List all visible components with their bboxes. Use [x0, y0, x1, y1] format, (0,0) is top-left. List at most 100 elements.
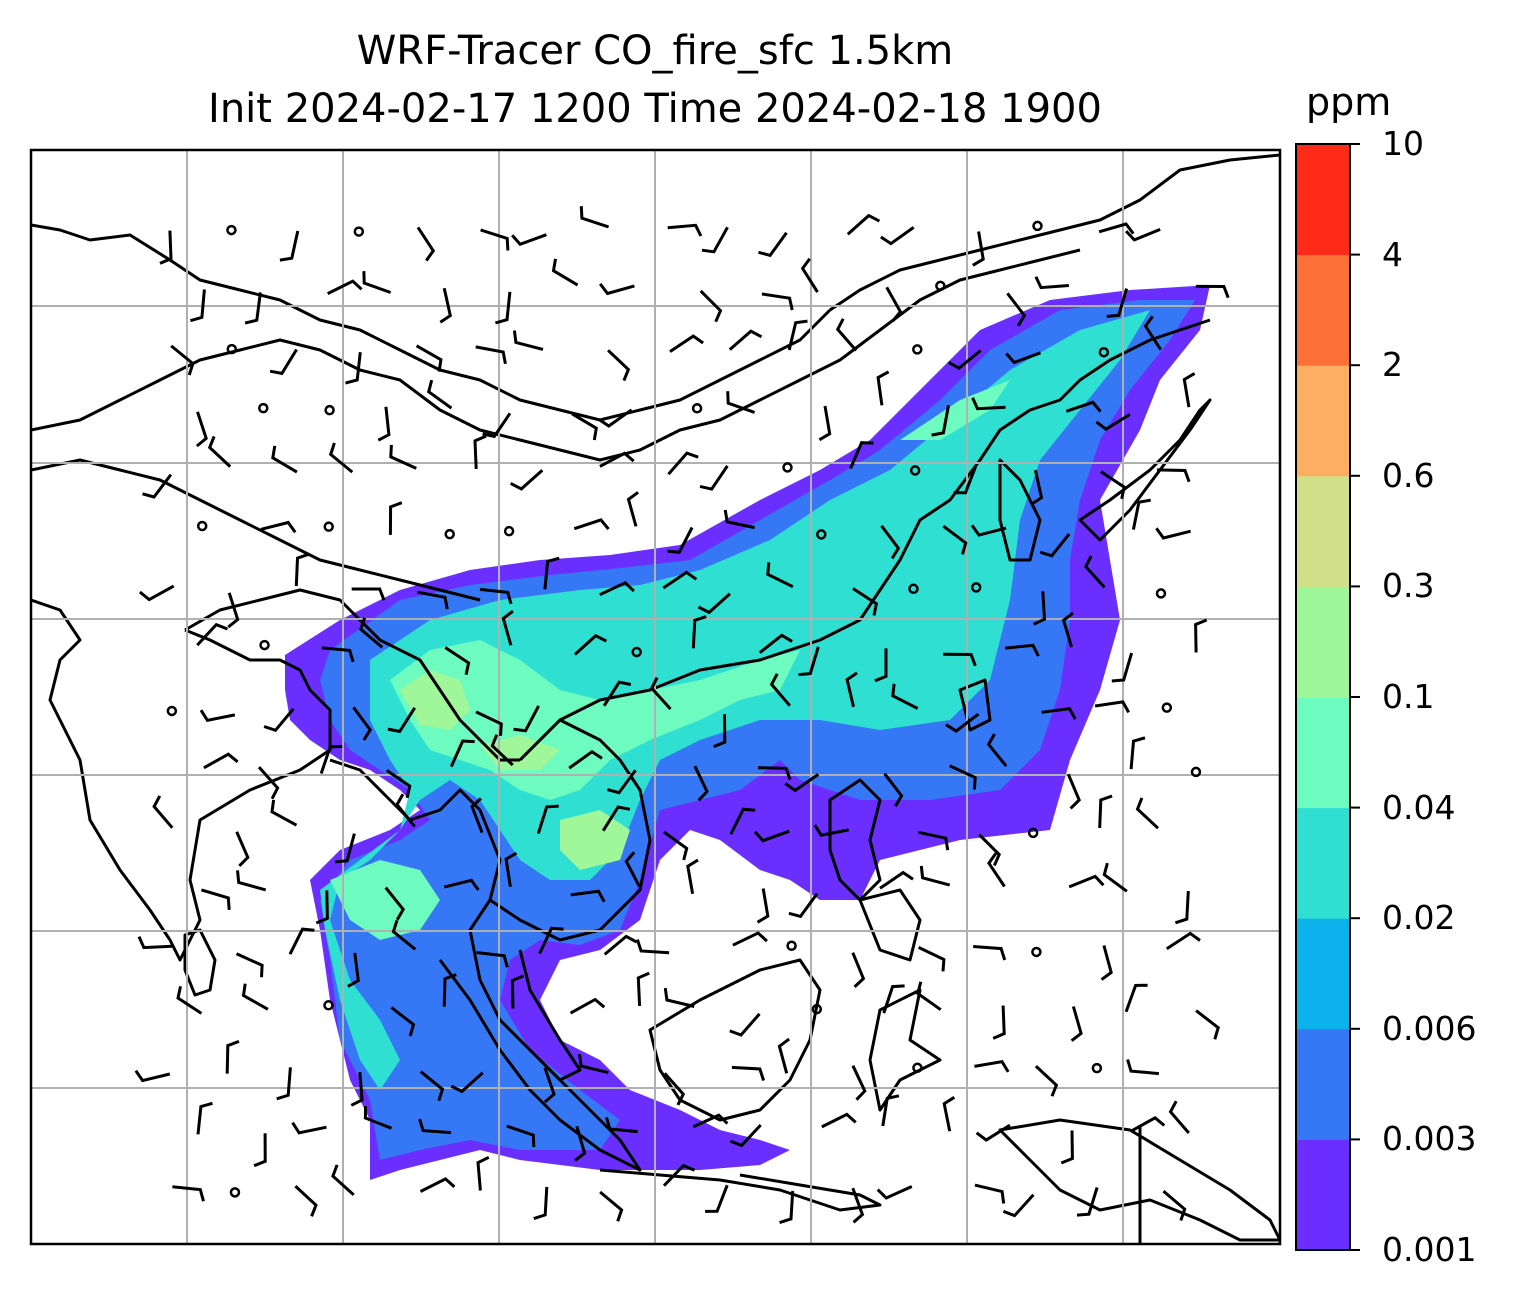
- wind-barb: [137, 935, 172, 950]
- wind-barb: [199, 709, 236, 722]
- wind-barb: [395, 793, 416, 828]
- coastline-java: [599, 1168, 882, 1212]
- wind-barb: [511, 233, 547, 247]
- coastline-indochina: [329, 718, 652, 942]
- wind-barb: [599, 1190, 624, 1222]
- wind-barb: [882, 984, 905, 1014]
- wind-barb: [510, 974, 525, 1009]
- wind-barb: [1162, 1189, 1187, 1221]
- co-field-layer-9: [900, 380, 1010, 440]
- wind-barb: [389, 444, 417, 470]
- wind-barb: [758, 633, 793, 654]
- wind-barb: [599, 282, 635, 296]
- wind-barb: [728, 329, 763, 351]
- wind-barb: [1061, 611, 1074, 648]
- wind-barb: [196, 622, 229, 647]
- wind-barb: [416, 226, 436, 262]
- wind-barb: [729, 1012, 761, 1037]
- border-north-1: [31, 153, 1280, 422]
- calm-wind-marker: [816, 529, 827, 540]
- wind-barb: [176, 985, 203, 1015]
- calm-wind-marker: [258, 402, 269, 414]
- wind-barb: [1006, 292, 1027, 327]
- wind-barb: [663, 987, 695, 1008]
- wind-barb: [504, 851, 518, 888]
- wind-barb: [787, 319, 808, 351]
- wind-barb: [573, 518, 610, 531]
- wind-barb: [288, 927, 315, 955]
- wind-barb: [599, 451, 635, 468]
- wind-barb: [384, 886, 406, 921]
- wind-barb: [846, 213, 881, 236]
- wind-barb: [1100, 470, 1126, 500]
- wind-barb: [852, 587, 879, 616]
- wind-barb: [945, 712, 980, 733]
- colorbar-tick-label: 10: [1382, 124, 1424, 163]
- wind-barb: [971, 397, 1006, 411]
- wind-barb: [475, 710, 503, 736]
- co-field-layer-5: [400, 670, 470, 730]
- wind-barb: [1100, 945, 1113, 981]
- colorbar-bin: [1296, 697, 1350, 809]
- colorbar-tick-label: 0.006: [1382, 1008, 1477, 1048]
- calm-wind-marker: [1027, 827, 1039, 839]
- wind-barb: [335, 833, 356, 864]
- wind-barb: [377, 406, 391, 442]
- wind-barb: [705, 1184, 729, 1213]
- wind-barb: [276, 1067, 292, 1101]
- wind-barb: [271, 445, 298, 474]
- wind-barb: [942, 524, 968, 555]
- wind-barb: [479, 587, 513, 605]
- wind-barb: [699, 289, 723, 323]
- colorbar-tick-label: 0.001: [1382, 1230, 1477, 1269]
- colorbar: [1295, 143, 1360, 1251]
- chart-title-line-1: WRF-Tracer CO_fire_sfc 1.5km: [356, 28, 954, 74]
- wind-barb: [1165, 931, 1201, 950]
- wind-barb: [1039, 532, 1071, 558]
- wind-barb: [418, 1118, 452, 1135]
- wind-barb: [607, 349, 631, 382]
- wind-barb: [442, 973, 457, 1007]
- colorbar-bin: [1296, 586, 1350, 698]
- wind-barb: [851, 1065, 867, 1101]
- wind-barb: [662, 1163, 696, 1187]
- wind-barb: [196, 1101, 213, 1135]
- wind-barb: [203, 752, 239, 770]
- wind-barb: [880, 226, 915, 246]
- wind-barb: [1034, 276, 1070, 290]
- wind-barb: [152, 795, 174, 829]
- wind-barb: [345, 352, 362, 385]
- wind-barb: [605, 1116, 638, 1134]
- wind-barb: [257, 766, 280, 800]
- calm-wind-marker: [912, 344, 923, 355]
- coastline-japan: [1078, 398, 1212, 542]
- wind-barb: [1005, 351, 1042, 365]
- wind-barb: [1034, 1064, 1059, 1097]
- wind-barb: [244, 292, 262, 325]
- map-frame: [29, 148, 1282, 1246]
- wind-barb: [753, 829, 790, 843]
- calm-wind-marker: [908, 583, 919, 595]
- wind-barb: [573, 633, 608, 656]
- wind-barb: [699, 465, 729, 491]
- map-content: [31, 150, 1280, 1244]
- wind-barb: [766, 562, 794, 589]
- wind-barb: [953, 466, 977, 495]
- wind-barb: [597, 408, 633, 428]
- wind-barb: [449, 739, 475, 768]
- wind-barb: [569, 997, 606, 1015]
- calm-wind-marker: [811, 1003, 823, 1015]
- wind-barb: [1111, 652, 1134, 683]
- wind-barb: [568, 749, 603, 770]
- wind-barb: [200, 888, 231, 911]
- wind-barb: [327, 279, 363, 295]
- wind-barb: [571, 412, 598, 441]
- wind-barb: [538, 926, 564, 955]
- wind-barb: [253, 1133, 267, 1168]
- wind-barb: [917, 946, 946, 972]
- border-himalaya: [184, 588, 520, 762]
- calm-wind-marker: [1091, 1062, 1103, 1074]
- wind-barb: [879, 870, 914, 890]
- wind-barb: [235, 952, 264, 978]
- wind-barb: [667, 451, 699, 476]
